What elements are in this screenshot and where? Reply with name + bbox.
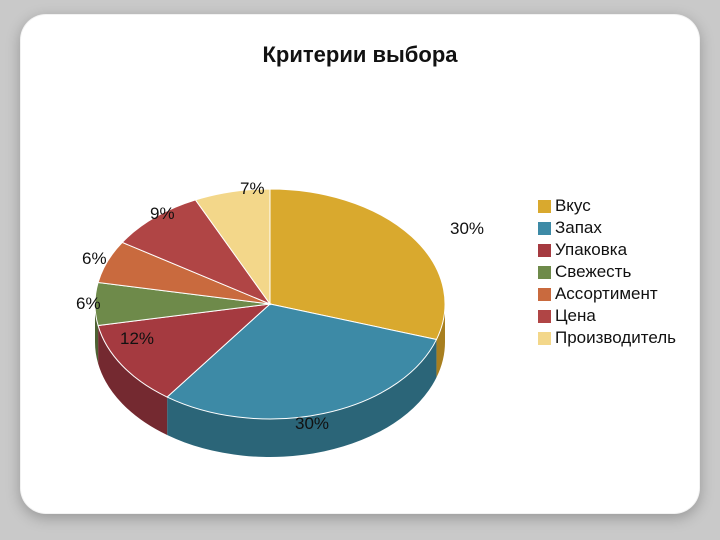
legend-item-6: Производитель [538, 328, 676, 348]
slice-label-tsena: 9% [150, 204, 175, 224]
slice-label-upakovka: 12% [120, 329, 154, 349]
legend-swatch-icon [538, 222, 551, 235]
legend-swatch-icon [538, 266, 551, 279]
legend-swatch-icon [538, 310, 551, 323]
legend-item-0: Вкус [538, 196, 676, 216]
slice-label-svezhest: 6% [76, 294, 101, 314]
legend-label: Ассортимент [555, 284, 658, 304]
legend-label: Цена [555, 306, 596, 326]
slice-label-assortiment: 6% [82, 249, 107, 269]
legend-swatch-icon [538, 332, 551, 345]
legend: ВкусЗапахУпаковкаСвежестьАссортиментЦена… [538, 194, 676, 350]
legend-swatch-icon [538, 288, 551, 301]
pie-chart: 30%30%12%6%6%9%7% [60, 134, 480, 494]
legend-label: Вкус [555, 196, 591, 216]
chart-title: Критерии выбора [20, 42, 700, 68]
legend-label: Запах [555, 218, 602, 238]
legend-swatch-icon [538, 200, 551, 213]
legend-swatch-icon [538, 244, 551, 257]
legend-label: Производитель [555, 328, 676, 348]
legend-item-4: Ассортимент [538, 284, 676, 304]
chart-card: Критерии выбора 30% 30% 12% 6% 6% 9% 7% ВкусЗа… [20, 14, 700, 514]
legend-item-3: Свежесть [538, 262, 676, 282]
slice-label-proizvoditel: 7% [240, 179, 265, 199]
slice-label-zapakh: 30% [295, 414, 329, 434]
legend-item-2: Упаковка [538, 240, 676, 260]
legend-item-5: Цена [538, 306, 676, 326]
legend-label: Свежесть [555, 262, 631, 282]
pie-svg [60, 134, 480, 494]
slice-label-vkus: 30% [450, 219, 484, 239]
legend-label: Упаковка [555, 240, 627, 260]
legend-item-1: Запах [538, 218, 676, 238]
